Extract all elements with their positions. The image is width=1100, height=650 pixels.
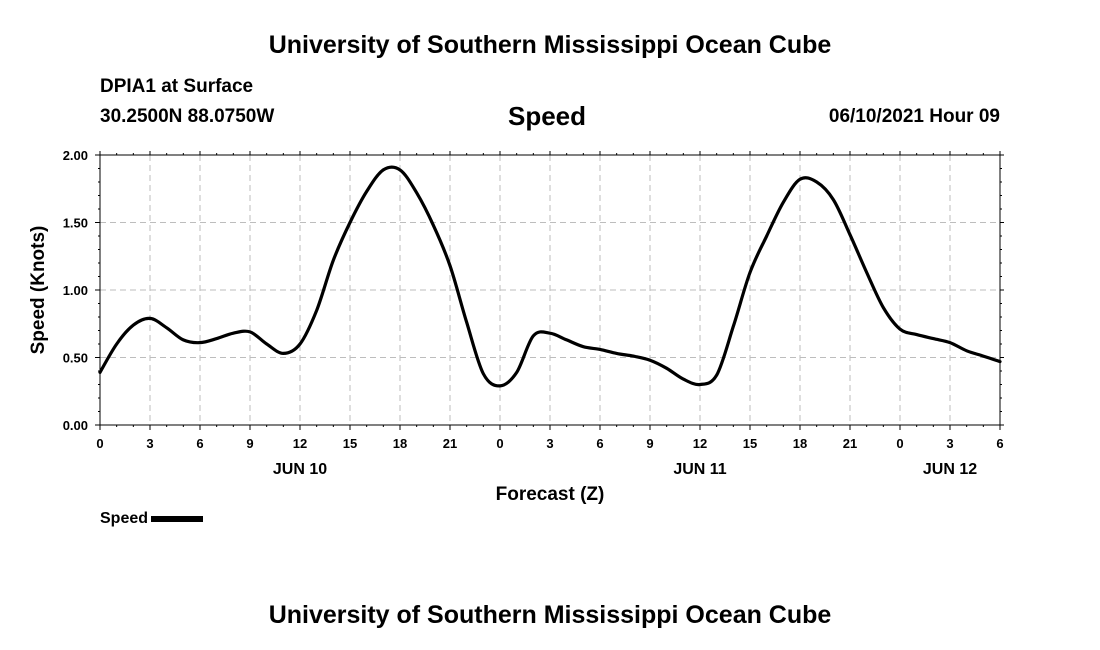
- x-tick-label: 0: [896, 436, 903, 451]
- legend-swatch: [151, 515, 204, 522]
- station-label: DPIA1 at Surface: [100, 76, 254, 97]
- legend-label: Speed: [100, 510, 149, 527]
- x-tick-label: 12: [693, 436, 707, 451]
- day-label: JUN 10: [273, 461, 327, 478]
- x-axis-title: Forecast (Z): [496, 484, 605, 505]
- x-tick-label: 0: [496, 436, 503, 451]
- y-tick-label: 0.00: [63, 418, 88, 433]
- x-tick-label: 6: [596, 436, 603, 451]
- coordinates-label: 30.2500N 88.0750W: [100, 106, 275, 127]
- y-axis-title: Speed (Knots): [28, 226, 49, 355]
- x-tick-label: 6: [196, 436, 203, 451]
- y-axis-ticks: 0.00 0.50 1.00 1.50 2.00: [63, 148, 1004, 433]
- x-tick-label: 3: [546, 436, 553, 451]
- x-tick-label: 3: [146, 436, 153, 451]
- x-tick-label: 0: [96, 436, 103, 451]
- y-tick-label: 1.00: [63, 283, 88, 298]
- legend: Speed: [100, 510, 204, 528]
- x-tick-label: 6: [996, 436, 1003, 451]
- grid: [100, 155, 1000, 425]
- x-tick-label: 9: [246, 436, 253, 451]
- day-labels: JUN 10 JUN 11 JUN 12: [273, 461, 977, 478]
- speed-series-line: [98, 165, 1002, 388]
- x-tick-label: 21: [443, 436, 457, 451]
- x-tick-label: 9: [646, 436, 653, 451]
- variable-title: Speed: [508, 101, 587, 131]
- datetime-label: 06/10/2021 Hour 09: [828, 106, 1000, 127]
- x-tick-label: 18: [393, 436, 407, 451]
- main-title: University of Southern Mississippi Ocean…: [268, 31, 832, 59]
- y-tick-label: 2.00: [63, 148, 88, 163]
- footer-title: University of Southern Mississippi Ocean…: [268, 601, 832, 629]
- day-label: JUN 11: [673, 461, 726, 478]
- plot-frame: [99, 154, 1001, 426]
- day-label: JUN 12: [923, 461, 977, 478]
- y-tick-label: 0.50: [63, 351, 88, 366]
- x-tick-label: 3: [946, 436, 953, 451]
- x-tick-label: 12: [293, 436, 307, 451]
- x-tick-label: 15: [743, 436, 757, 451]
- y-tick-label: 1.50: [63, 216, 88, 231]
- x-tick-label: 15: [343, 436, 357, 451]
- x-axis-ticks: 0 3 6 9 12 15 18 21 0 3 6 9 12 15 18 21 0 3 6: [96, 151, 1004, 451]
- x-tick-label: 21: [843, 436, 857, 451]
- x-tick-label: 18: [793, 436, 807, 451]
